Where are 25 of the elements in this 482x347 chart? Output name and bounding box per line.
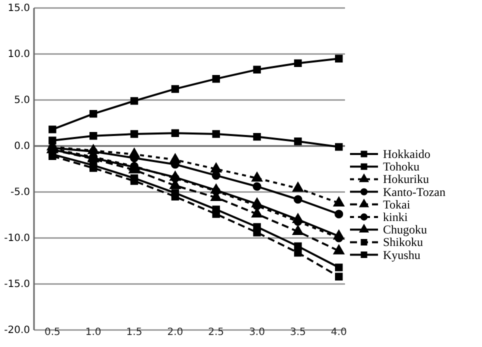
- x-tick-label: 2.0: [167, 327, 184, 338]
- legend-label: Hokuriku: [383, 172, 429, 186]
- y-tick-label: -10.0: [4, 233, 30, 244]
- y-tick-label: -15.0: [4, 279, 30, 290]
- legend-label: Shikoku: [383, 235, 424, 250]
- x-tick-label: 3.5: [290, 327, 306, 338]
- x-tick-label: 4.0: [330, 327, 347, 338]
- y-tick-label: 10.0: [8, 49, 30, 60]
- y-tick-label: -5.0: [10, 187, 30, 198]
- y-tick-label: 15.0: [8, 3, 30, 14]
- y-tick-label: 0.0: [14, 141, 30, 152]
- y-tick-label: -20.0: [4, 325, 30, 336]
- legend-label: Kyushu: [383, 248, 420, 262]
- x-tick-label: 1.0: [85, 327, 102, 338]
- legend-label: Hokkaido: [383, 147, 430, 161]
- x-tick-label: 2.5: [208, 327, 224, 338]
- legend-label: Kanto-Tozan: [383, 184, 446, 199]
- legend-label: kinki: [383, 210, 408, 224]
- x-tick-label: 1.5: [126, 327, 142, 338]
- legend-label: Tohoku: [383, 160, 420, 174]
- x-tick-label: 0.5: [44, 327, 60, 338]
- legend-label: Chugoku: [383, 222, 428, 237]
- y-tick-label: 5.0: [14, 95, 30, 106]
- legend-label: Tokai: [383, 197, 411, 212]
- x-tick-label: 3.0: [249, 327, 265, 338]
